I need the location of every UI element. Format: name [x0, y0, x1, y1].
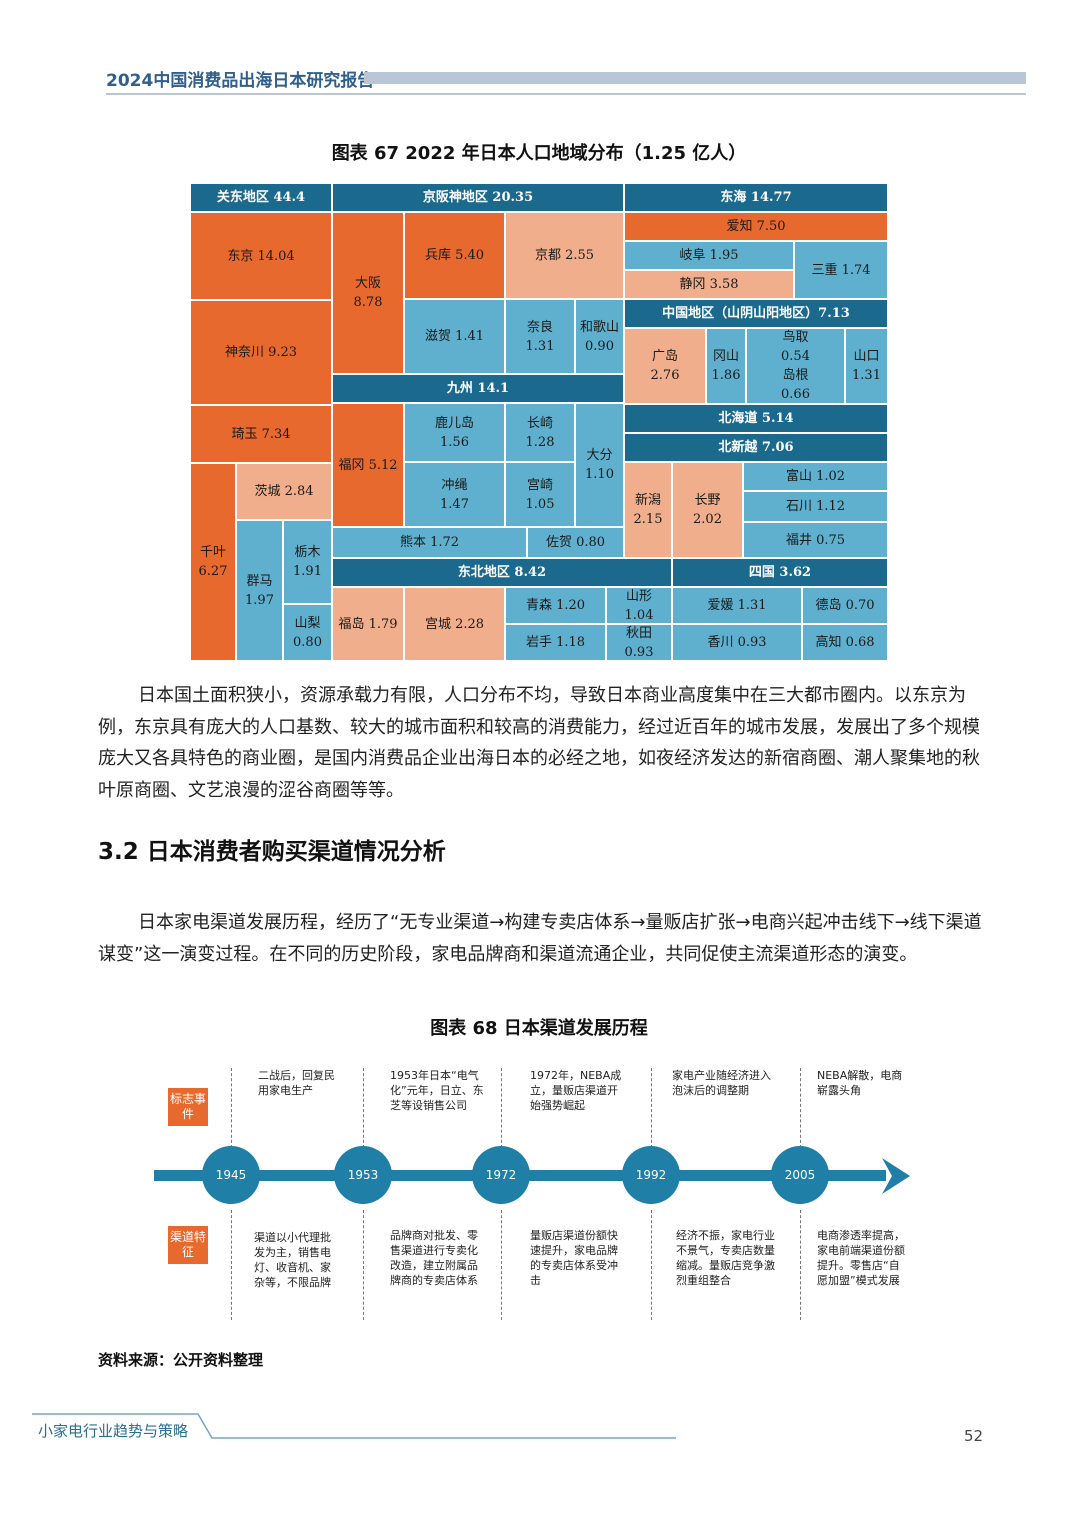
treemap-cell-shizuoka: 静冈 3.58 [624, 270, 794, 299]
divider-line [363, 1210, 364, 1320]
event-1992: 家电产业随经济进入泡沫后的调整期 [672, 1069, 771, 1097]
channel-1945: 渠道以小代理批发为主，销售电灯、收音机、家杂等，不限品牌 [254, 1231, 331, 1289]
treemap-cell-wakayama: 和歌山 0.90 [575, 299, 624, 374]
treemap-cell-chiba: 千叶 6.27 [190, 463, 236, 661]
year-1945: 1945 [202, 1146, 260, 1204]
divider-line [501, 1210, 502, 1320]
divider-line [800, 1210, 801, 1320]
paragraph-population: 日本国土面积狭小，资源承载力有限，人口分布不均，导致日本商业高度集中在三大都市圈… [98, 685, 980, 801]
treemap-cell-fukuoka: 福冈 5.12 [332, 403, 404, 527]
treemap-cell-miyazaki: 宫崎 1.05 [505, 462, 575, 527]
treemap-cell-fukui: 福井 0.75 [743, 522, 888, 558]
treemap-cell-tottori-shimane: 鸟取 0.54 岛根 0.66 [746, 328, 845, 404]
year-1953: 1953 [334, 1146, 392, 1204]
treemap-region-kyushu: 九州 14.1 [332, 374, 624, 403]
treemap-cell-saga: 佐贺 0.80 [527, 527, 624, 558]
treemap-cell-yamagata: 山形 1.04 [606, 587, 672, 624]
page-number: 52 [964, 1427, 984, 1445]
treemap-cell-nagasaki: 长崎 1.28 [505, 403, 575, 462]
treemap-cell-yamanashi: 山梨 0.80 [283, 604, 332, 661]
treemap-cell-hiroshima: 广岛 2.76 [624, 328, 706, 404]
treemap-cell-akita: 秋田 0.93 [606, 624, 672, 661]
section-heading: 3.2 日本消费者购买渠道情况分析 [98, 839, 446, 865]
event-1972: 1972年，NEBA成立，量贩店渠道开始强势崛起 [530, 1069, 622, 1112]
figure-68-title: 图表 68 日本渠道发展历程 [430, 1018, 648, 1039]
population-treemap: 关东地区 44.4 东京 14.04 神奈川 9.23 琦玉 7.34 千叶 6.… [190, 183, 888, 661]
treemap-cell-nagano: 长野 2.02 [672, 462, 743, 558]
treemap-region-hokushinetsu: 北新越 7.06 [624, 433, 888, 462]
treemap-region-chugoku: 中国地区（山阴山阳地区）7.13 [624, 299, 888, 328]
treemap-cell-kagoshima: 鹿儿岛 1.56 [404, 403, 505, 462]
channel-1953: 品牌商对批发、零售渠道进行专卖化改造，建立附属品牌商的专卖店体系 [390, 1229, 478, 1287]
treemap-cell-niigata: 新潟 2.15 [624, 462, 672, 558]
treemap-cell-yamaguchi: 山口 1.31 [845, 328, 888, 404]
divider-line [651, 1068, 652, 1148]
treemap-cell-fukushima: 福岛 1.79 [332, 587, 404, 661]
treemap-cell-kanagawa: 神奈川 9.23 [190, 300, 332, 405]
treemap-cell-hyogo: 兵库 5.40 [404, 212, 505, 299]
treemap-cell-iwate: 岩手 1.18 [505, 624, 606, 661]
event-2005: NEBA解散，电商崭露头角 [817, 1069, 903, 1097]
channel-2005: 电商渗透率提高，家电前端渠道份额提升。零售店“自愿加盟”模式发展 [817, 1229, 905, 1287]
year-2005: 2005 [771, 1146, 829, 1204]
treemap-cell-tochigi: 栃木 1.91 [283, 520, 332, 604]
treemap-cell-aichi: 爱知 7.50 [624, 212, 888, 241]
divider-line [501, 1068, 502, 1148]
footer-title: 小家电行业趋势与策略 [38, 1422, 189, 1440]
year-1992: 1992 [622, 1146, 680, 1204]
divider-line [651, 1210, 652, 1320]
treemap-cell-okayama: 冈山 1.86 [706, 328, 746, 404]
treemap-region-kanto: 关东地区 44.4 [190, 183, 332, 212]
treemap-cell-kagawa: 香川 0.93 [672, 624, 802, 661]
treemap-cell-mie: 三重 1.74 [794, 241, 888, 299]
label-events: 标志事件 [168, 1088, 208, 1126]
treemap-region-keihanshin: 京阪神地区 20.35 [332, 183, 624, 212]
figure-67-title: 图表 67 2022 年日本人口地域分布（1.25 亿人） [331, 143, 747, 164]
treemap-cell-osaka: 大阪 8.78 [332, 212, 404, 374]
year-1972: 1972 [472, 1146, 530, 1204]
divider-line [800, 1068, 801, 1148]
paragraph-channel: 日本家电渠道发展历程，经历了“无专业渠道→构建专卖店体系→量贩店扩张→电商兴起冲… [98, 912, 982, 965]
header-bar [364, 72, 1026, 84]
treemap-cell-kyoto: 京都 2.55 [505, 212, 624, 299]
report-title: 2024中国消费品出海日本研究报告 [106, 71, 375, 91]
divider-line [231, 1068, 232, 1148]
header-rule [106, 93, 1026, 95]
treemap-region-shikoku: 四国 3.62 [672, 558, 888, 587]
treemap-cell-kochi: 高知 0.68 [802, 624, 888, 661]
event-1945: 二战后，回复民用家电生产 [258, 1069, 335, 1097]
treemap-region-tohoku: 东北地区 8.42 [332, 558, 672, 587]
treemap-cell-tokyo: 东京 14.04 [190, 212, 332, 300]
treemap-cell-ishikawa: 石川 1.12 [743, 491, 888, 522]
treemap-region-tokai: 东海 14.77 [624, 183, 888, 212]
treemap-region-hokkaido: 北海道 5.14 [624, 404, 888, 433]
treemap-cell-aomori: 青森 1.20 [505, 587, 606, 624]
footer-tab-outline [32, 1413, 676, 1439]
treemap-cell-oita: 大分 1.10 [575, 403, 624, 527]
treemap-cell-toyama: 富山 1.02 [743, 462, 888, 491]
treemap-cell-nara: 奈良 1.31 [505, 299, 575, 374]
treemap-cell-saitama: 琦玉 7.34 [190, 405, 332, 463]
event-1953: 1953年日本“电气化”元年，日立、东芝等设销售公司 [390, 1069, 484, 1112]
treemap-cell-okinawa: 冲绳 1.47 [404, 462, 505, 527]
treemap-cell-shiga: 滋贺 1.41 [404, 299, 505, 374]
label-channel: 渠道特征 [168, 1226, 208, 1264]
treemap-cell-ibaraki: 茨城 2.84 [236, 463, 332, 520]
channel-timeline: 标志事件 渠道特征 二战后，回复民用家电生产 1945 渠道以小代理批发为主，销… [150, 1060, 920, 1330]
channel-1992: 经济不振，家电行业不景气，专卖店数量缩减。量贩店竞争激烈重组整合 [676, 1229, 775, 1287]
divider-line [363, 1068, 364, 1148]
treemap-cell-tokushima: 德岛 0.70 [802, 587, 888, 624]
divider-line [231, 1210, 232, 1320]
source-note: 资料来源：公开资料整理 [98, 1351, 264, 1369]
treemap-cell-miyagi: 宫城 2.28 [404, 587, 505, 661]
treemap-cell-gifu: 岐阜 1.95 [624, 241, 794, 270]
treemap-cell-kumamoto: 熊本 1.72 [332, 527, 527, 558]
treemap-cell-gunma: 群马 1.97 [236, 520, 283, 661]
channel-1972: 量贩店渠道份额快速提升，家电品牌的专卖店体系受冲击 [530, 1229, 618, 1287]
treemap-cell-ehime: 爱媛 1.31 [672, 587, 802, 624]
